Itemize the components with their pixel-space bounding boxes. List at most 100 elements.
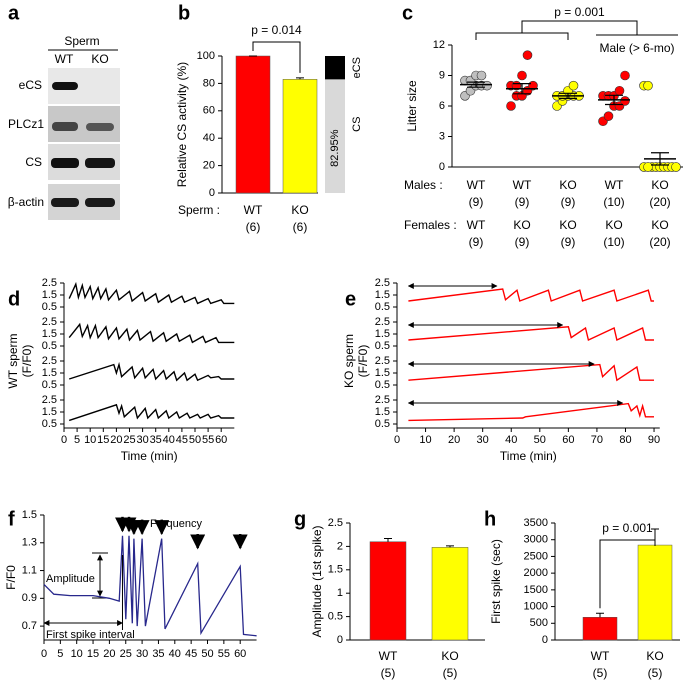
x-tick-label: 70 bbox=[591, 434, 603, 446]
y-tick-label: 1.3 bbox=[22, 537, 37, 549]
x-tick-label: KO bbox=[646, 649, 663, 663]
trace bbox=[68, 322, 235, 344]
y-tick-label: 2500 bbox=[524, 550, 548, 562]
y-tick-label: 9 bbox=[439, 69, 445, 81]
x-tick-label: 30 bbox=[477, 434, 489, 446]
sample-size: (20) bbox=[649, 195, 670, 209]
y-tick-label: 1.5 bbox=[375, 289, 390, 301]
x-tick-label: 50 bbox=[534, 434, 546, 446]
y-tick-label: 2.5 bbox=[375, 316, 390, 328]
panel-label: h bbox=[484, 508, 496, 530]
composition-segment bbox=[325, 56, 345, 80]
y-tick-label: 0.5 bbox=[375, 418, 390, 430]
sample-size: (9) bbox=[469, 235, 484, 249]
sem-bar bbox=[559, 92, 577, 99]
y-tick-label: 3 bbox=[439, 130, 445, 142]
x-tick-label: 55 bbox=[202, 434, 214, 446]
p-value: p = 0.001 bbox=[602, 521, 653, 535]
y-axis-label: (F/F0) bbox=[20, 345, 34, 378]
y-tick-label: 2.5 bbox=[42, 277, 57, 289]
y-tick-label: 0 bbox=[337, 634, 343, 646]
y-tick-label: 1.5 bbox=[42, 367, 57, 379]
blot-row-label: CS bbox=[25, 155, 42, 169]
y-tick-label: 0 bbox=[209, 187, 215, 199]
x-tick-label: 30 bbox=[136, 434, 148, 446]
sample-size: (6) bbox=[246, 220, 261, 234]
x-tick-label: 15 bbox=[97, 434, 109, 446]
x-tick-label: 20 bbox=[103, 648, 115, 660]
x-tick-label: 55 bbox=[218, 648, 230, 660]
dot bbox=[620, 70, 630, 81]
y-tick-label: 0.9 bbox=[22, 592, 37, 604]
y-tick-label: 100 bbox=[197, 50, 215, 62]
x-tick-label: 10 bbox=[71, 648, 83, 660]
x-tick-label: KO bbox=[441, 649, 458, 663]
y-tick-label: 0 bbox=[439, 161, 445, 173]
bar bbox=[431, 547, 469, 641]
female-genotype: KO bbox=[651, 218, 668, 232]
y-tick-label: 1.5 bbox=[328, 564, 343, 576]
y-tick-label: 1500 bbox=[524, 584, 548, 596]
y-tick-label: 2000 bbox=[524, 567, 548, 579]
y-tick-label: 0.5 bbox=[42, 340, 57, 352]
panel-label: d bbox=[8, 288, 20, 310]
y-tick-label: 2 bbox=[337, 540, 343, 552]
y-tick-label: 1000 bbox=[524, 600, 548, 612]
y-tick-label: 40 bbox=[203, 132, 215, 144]
y-tick-label: 0.5 bbox=[328, 611, 343, 623]
panel-label: a bbox=[8, 2, 20, 24]
sample-size: (9) bbox=[515, 195, 530, 209]
male-genotype: KO bbox=[559, 178, 576, 192]
trace bbox=[408, 326, 654, 341]
p-value: p = 0.014 bbox=[251, 23, 302, 37]
sem-bar bbox=[651, 152, 669, 166]
composition-label: CS bbox=[351, 117, 363, 132]
y-tick-label: 12 bbox=[433, 39, 445, 51]
row-label: Males : bbox=[404, 178, 443, 192]
x-tick-label: 35 bbox=[150, 434, 162, 446]
y-tick-label: 1.1 bbox=[22, 564, 37, 576]
sample-size: (9) bbox=[515, 235, 530, 249]
sample-size: (9) bbox=[469, 195, 484, 209]
y-axis-label: KO sperm bbox=[342, 334, 356, 388]
y-tick-label: 0.5 bbox=[42, 301, 57, 313]
trace bbox=[43, 535, 257, 637]
trace bbox=[68, 403, 235, 422]
sample-size: (5) bbox=[381, 666, 396, 680]
x-tick-label: 90 bbox=[648, 434, 660, 446]
dot bbox=[522, 50, 533, 60]
y-tick-label: 2.5 bbox=[42, 316, 57, 328]
y-tick-label: 0.5 bbox=[375, 301, 390, 313]
x-tick-label: 60 bbox=[234, 648, 246, 660]
blot-band bbox=[85, 198, 115, 207]
panel-label: e bbox=[345, 288, 356, 310]
y-tick-label: 0.5 bbox=[375, 340, 390, 352]
y-tick-label: 1.5 bbox=[375, 328, 390, 340]
y-tick-label: 3500 bbox=[524, 517, 548, 529]
trace bbox=[408, 363, 654, 382]
blot-row-label: eCS bbox=[19, 78, 42, 92]
trace bbox=[68, 361, 235, 382]
row-label: Females : bbox=[404, 218, 457, 232]
trace bbox=[68, 281, 235, 305]
dot bbox=[482, 80, 492, 91]
x-tick-label: 30 bbox=[136, 648, 148, 660]
y-tick-label: 0.7 bbox=[22, 620, 37, 632]
blot-band bbox=[52, 82, 78, 90]
x-tick-label: 20 bbox=[110, 434, 122, 446]
lane-label: KO bbox=[91, 52, 108, 66]
x-tick-label: 80 bbox=[619, 434, 631, 446]
panel-label: b bbox=[178, 2, 190, 24]
y-tick-label: 1 bbox=[337, 587, 343, 599]
y-axis-label: Relative CS activity (%) bbox=[175, 62, 189, 187]
lane-label: WT bbox=[55, 52, 74, 66]
p-value: p = 0.001 bbox=[554, 5, 605, 19]
error-bar bbox=[296, 77, 304, 80]
dot bbox=[603, 111, 614, 121]
y-tick-label: 2.5 bbox=[42, 355, 57, 367]
dot bbox=[517, 70, 527, 81]
y-tick-label: 2.5 bbox=[42, 394, 57, 406]
y-tick-label: 0.5 bbox=[42, 379, 57, 391]
dot bbox=[643, 80, 653, 91]
